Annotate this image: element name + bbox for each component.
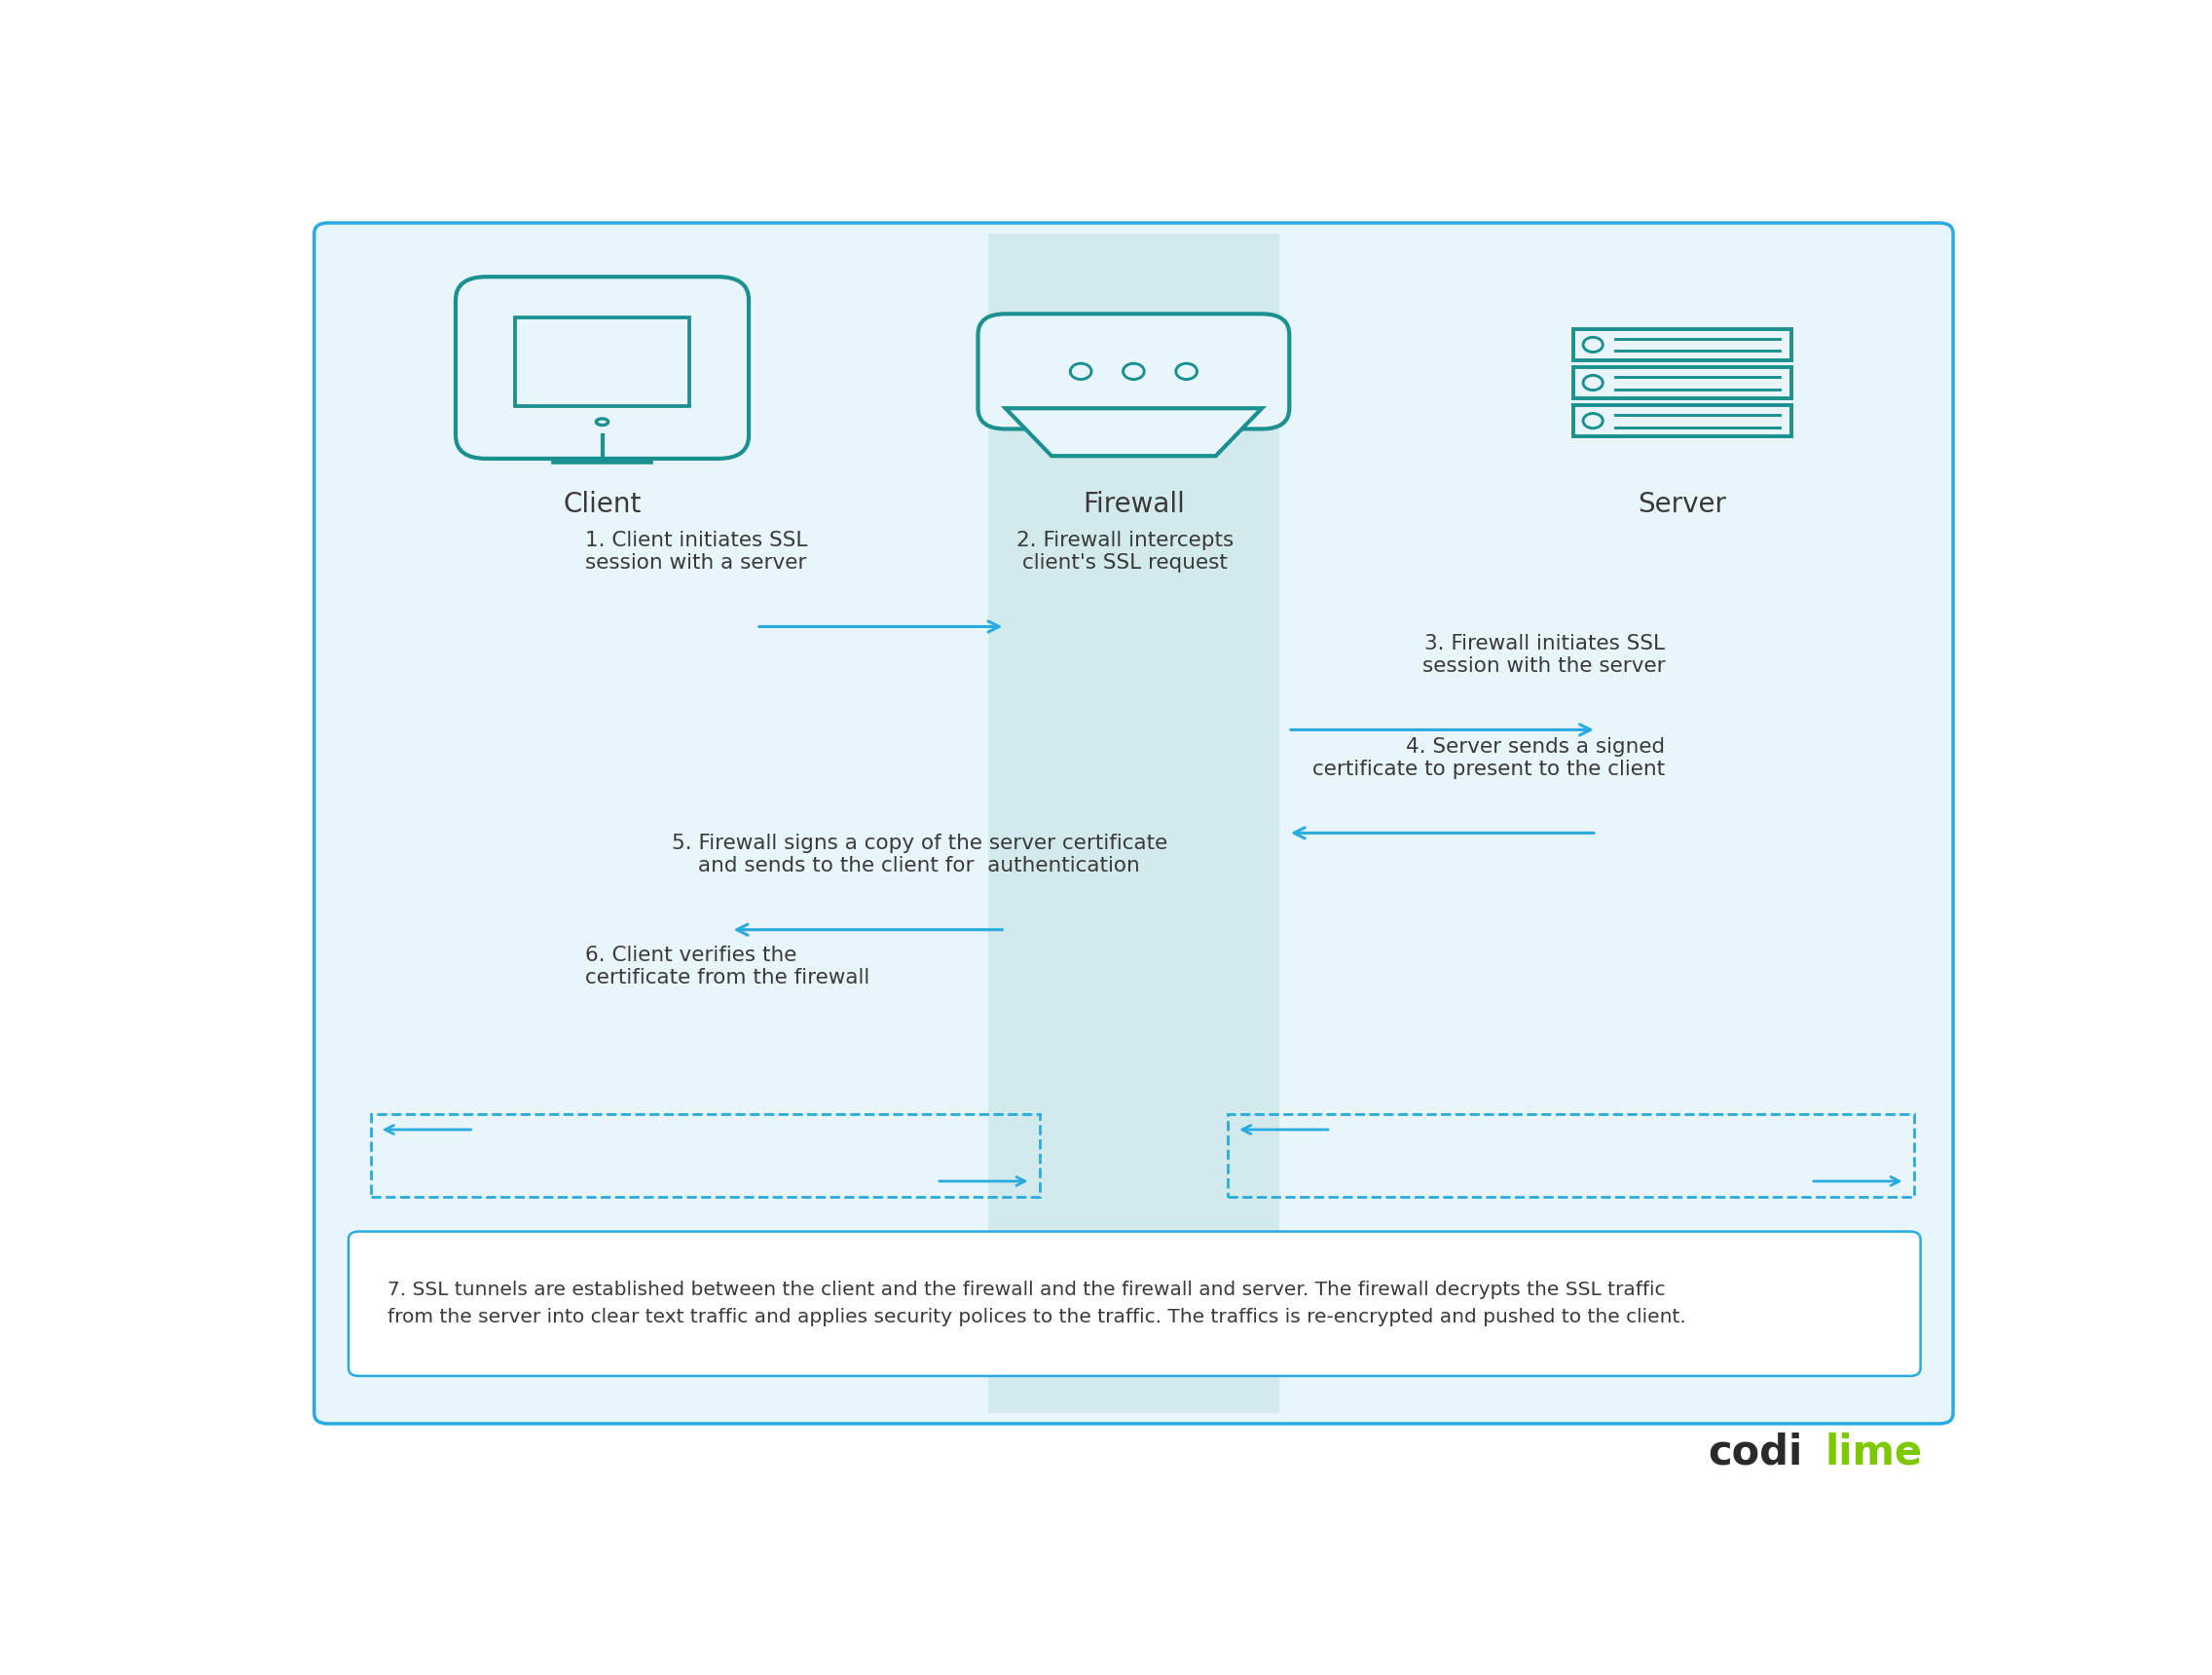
- Circle shape: [1071, 363, 1091, 379]
- Circle shape: [1584, 375, 1604, 390]
- Text: 7. SSL tunnels are established between the client and the firewall and the firew: 7. SSL tunnels are established between t…: [387, 1281, 1686, 1327]
- Bar: [1573, 328, 1792, 360]
- Text: 5. Firewall signs a copy of the server certificate
and sends to the client for  : 5. Firewall signs a copy of the server c…: [672, 834, 1168, 876]
- Bar: [989, 233, 1279, 1414]
- Text: Client: Client: [564, 491, 641, 519]
- Polygon shape: [1006, 409, 1261, 456]
- Bar: [372, 1114, 1040, 1196]
- FancyBboxPatch shape: [314, 223, 1953, 1424]
- Text: 3. Firewall initiates SSL
session with the server: 3. Firewall initiates SSL session with t…: [1422, 633, 1666, 675]
- Text: 2. Firewall intercepts
client's SSL request: 2. Firewall intercepts client's SSL requ…: [1015, 531, 1234, 573]
- Circle shape: [1124, 363, 1144, 379]
- Circle shape: [1584, 337, 1604, 352]
- Text: 1. Client initiates SSL
session with a server: 1. Client initiates SSL session with a s…: [584, 531, 807, 573]
- FancyBboxPatch shape: [978, 313, 1290, 429]
- Text: Server: Server: [1637, 491, 1728, 519]
- FancyBboxPatch shape: [349, 1231, 1920, 1375]
- Text: lime: lime: [1825, 1432, 1922, 1472]
- Text: Firewall: Firewall: [1082, 491, 1186, 519]
- Bar: [515, 318, 688, 405]
- FancyBboxPatch shape: [456, 276, 750, 459]
- Ellipse shape: [597, 419, 608, 425]
- Bar: [1573, 367, 1792, 399]
- Text: 4. Server sends a signed
certificate to present to the client: 4. Server sends a signed certificate to …: [1312, 737, 1666, 779]
- Text: 6. Client verifies the
certificate from the firewall: 6. Client verifies the certificate from …: [584, 945, 869, 987]
- Text: codi: codi: [1708, 1432, 1803, 1472]
- Bar: [1228, 1114, 1913, 1196]
- Bar: [1573, 405, 1792, 437]
- Circle shape: [1584, 414, 1604, 429]
- Circle shape: [1177, 363, 1197, 379]
